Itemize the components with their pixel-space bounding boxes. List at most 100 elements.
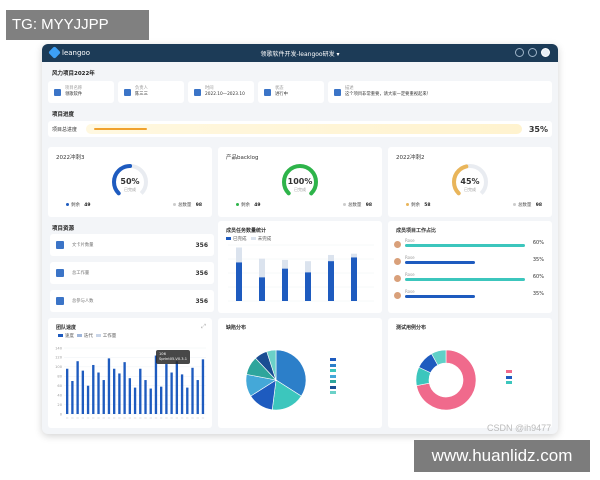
bar-undone bbox=[305, 261, 311, 273]
gauge-legend: 剩余 58 总数量 98 bbox=[406, 202, 542, 208]
member-pct: 35% bbox=[532, 291, 544, 297]
member-name: Rose bbox=[405, 255, 415, 260]
member-bar bbox=[405, 295, 475, 298]
search-icon[interactable] bbox=[515, 48, 524, 57]
bar-undone bbox=[236, 247, 242, 263]
info-card-time: 时间 2022.10—2023.10 bbox=[188, 81, 254, 103]
gauge-percent: 50% bbox=[120, 177, 140, 186]
edit-icon bbox=[334, 88, 341, 96]
member-pct: 35% bbox=[532, 257, 544, 263]
gauge-right-value: 98 bbox=[365, 203, 372, 208]
resource-label: 总参与人数 bbox=[72, 299, 94, 304]
member-name: Rose bbox=[405, 289, 415, 294]
velocity-bar bbox=[102, 380, 105, 414]
defect-pie-chart bbox=[245, 349, 307, 411]
team-velocity-chart: 140 120 100 80 60 40 20 0 bbox=[55, 346, 206, 419]
bar-undone bbox=[282, 259, 288, 269]
bar-done bbox=[259, 277, 265, 301]
gauge-title: 2022冲刺3 bbox=[56, 155, 85, 161]
defect-slice bbox=[266, 349, 277, 381]
project-selector[interactable]: 领歌软件开发-leangoo研发 ▾ bbox=[42, 49, 558, 58]
watermark-top: TG: MYYJJPP bbox=[6, 10, 149, 40]
info-key: 描述 bbox=[345, 86, 354, 91]
member-row[interactable]: Rose 60% bbox=[394, 271, 544, 287]
defect-legend bbox=[330, 358, 336, 394]
velocity-bar bbox=[71, 381, 74, 414]
resource-item-cards[interactable]: 文卡片数量 356 bbox=[50, 234, 214, 256]
velocity-bar bbox=[196, 380, 199, 414]
gauge-right-label: 总数量 bbox=[177, 203, 192, 208]
bar-done bbox=[282, 268, 288, 301]
total-progress-row: 项目总进度 35% bbox=[48, 121, 552, 137]
member-tasks-legend: 已完成 未完成 bbox=[226, 236, 271, 242]
gauge-left-label: 剩余 bbox=[411, 203, 420, 208]
test-donut-chart bbox=[415, 349, 477, 411]
bar-done bbox=[351, 257, 357, 301]
defect-dist-card: 缺陷分布 bbox=[218, 318, 382, 428]
resource-value: 356 bbox=[195, 241, 208, 249]
gauge-card-backlog[interactable]: 产品backlog 100% 已完成 剩余 49 总数量 98 bbox=[218, 147, 382, 217]
chevron-down-icon: ▾ bbox=[336, 51, 340, 58]
info-value: 这个项目非常重要，请大家一定要重视起来！ bbox=[345, 92, 431, 97]
y-tick-label: 100 bbox=[55, 365, 63, 369]
velocity-bar bbox=[118, 373, 121, 414]
gauge-ring bbox=[282, 164, 318, 197]
gauge-card-sprint2[interactable]: 2022冲刺2 45% 已完成 剩余 58 总数量 98 bbox=[388, 147, 552, 217]
dashboard-window: leangoo 领歌软件开发-leangoo研发 ▾ 风力项目2022年 项目名… bbox=[42, 44, 558, 434]
gauge-card-sprint3[interactable]: 2022冲刺3 50% 已完成 剩余 49 总数量 98 bbox=[48, 147, 212, 217]
page-title: 风力项目2022年 bbox=[52, 71, 95, 77]
resource-item-people[interactable]: 总参与人数 356 bbox=[50, 290, 214, 312]
member-row[interactable]: Rose 35% bbox=[394, 288, 544, 304]
info-card-status: 状态 进行中 bbox=[258, 81, 324, 103]
user-icon bbox=[124, 88, 131, 96]
resource-label: 总工作量 bbox=[72, 271, 90, 276]
gauge-sub: 已完成 bbox=[124, 187, 136, 192]
member-row[interactable]: Rose 35% bbox=[394, 254, 544, 270]
resources-title: 项目资源 bbox=[52, 226, 75, 232]
velocity-bar bbox=[113, 368, 116, 414]
bar-undone bbox=[351, 253, 357, 258]
bar-undone bbox=[259, 258, 265, 278]
test-slice bbox=[416, 349, 477, 411]
tooltip-sprint: Sprint05-V0.3.1 bbox=[159, 357, 187, 361]
avatar[interactable] bbox=[541, 48, 550, 57]
gauge-right-label: 总数量 bbox=[347, 203, 362, 208]
info-value: 2022.10—2023.10 bbox=[205, 92, 245, 97]
member-bar bbox=[405, 278, 525, 281]
member-row[interactable]: Rose 60% bbox=[394, 237, 544, 253]
velocity-bar bbox=[175, 361, 179, 414]
top-bar: leangoo 领歌软件开发-leangoo研发 ▾ bbox=[42, 44, 558, 62]
velocity-bar bbox=[180, 374, 184, 414]
velocity-bar bbox=[144, 380, 147, 414]
legend-iteration: 迭代 bbox=[83, 334, 93, 339]
expand-icon[interactable]: ⤢ bbox=[201, 323, 206, 330]
gauge-right-value: 98 bbox=[535, 203, 542, 208]
y-tick-label: 40 bbox=[57, 393, 62, 397]
legend-workload: 工作量 bbox=[102, 334, 117, 339]
velocity-bar bbox=[107, 358, 111, 414]
watermark-bottom: www.huanlidz.com bbox=[414, 440, 590, 472]
y-tick-label: 0 bbox=[60, 412, 63, 416]
hourglass-icon bbox=[194, 88, 201, 96]
gauge-ring bbox=[112, 164, 148, 197]
velocity-bar bbox=[92, 364, 95, 414]
velocity-bar bbox=[201, 359, 205, 414]
project-selector-label: 领歌软件开发-leangoo研发 bbox=[260, 51, 335, 58]
workload-icon bbox=[56, 269, 64, 277]
csdn-watermark: CSDN @ih9477 bbox=[487, 423, 552, 433]
resource-value: 356 bbox=[195, 269, 208, 277]
y-tick-label: 60 bbox=[57, 384, 62, 388]
legend-done: 已完成 bbox=[233, 237, 247, 242]
gauge-percent: 100% bbox=[287, 177, 313, 186]
resource-item-workload[interactable]: 总工作量 356 bbox=[50, 262, 214, 284]
bell-icon[interactable] bbox=[528, 48, 537, 57]
bar-done bbox=[328, 261, 334, 301]
member-tasks-title: 成员任务数量统计 bbox=[226, 228, 267, 234]
velocity-bar bbox=[123, 362, 126, 414]
gauge-right-value: 98 bbox=[195, 203, 202, 208]
velocity-bar bbox=[76, 361, 79, 414]
brand-logo[interactable]: leangoo bbox=[48, 46, 90, 59]
velocity-bar bbox=[170, 372, 173, 414]
velocity-bar bbox=[149, 388, 152, 414]
member-avatar bbox=[394, 258, 401, 265]
